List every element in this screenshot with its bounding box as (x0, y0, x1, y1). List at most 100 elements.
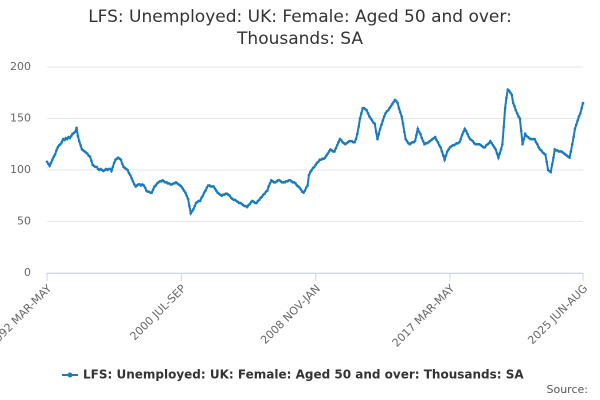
data-point (394, 99, 398, 103)
source: Source: (547, 383, 589, 396)
data-point (255, 201, 258, 205)
data-point (373, 122, 377, 125)
chart-title: LFS: Unemployed: UK: Female: Aged 50 and… (88, 7, 512, 49)
data-point (339, 138, 343, 142)
legend-marker (67, 372, 73, 378)
data-point (75, 126, 78, 130)
data-point (77, 139, 81, 143)
data-point (570, 142, 574, 146)
data-point (491, 143, 495, 147)
data-point (405, 139, 409, 143)
data-point (120, 162, 124, 166)
data-point (45, 160, 49, 164)
data-point (308, 170, 312, 174)
data-point (111, 165, 115, 169)
data-point (522, 137, 526, 141)
data-point (51, 158, 54, 161)
data-point (337, 140, 340, 144)
y-tick-label: 100 (10, 163, 31, 176)
data-point (495, 152, 499, 155)
data-point (90, 159, 93, 163)
data-point (510, 93, 514, 97)
data-point (568, 156, 571, 159)
data-point (386, 108, 390, 112)
data-point (52, 155, 56, 158)
data-point (503, 106, 507, 110)
data-point (433, 135, 437, 139)
data-point (353, 140, 356, 144)
data-point (511, 101, 515, 105)
data-point (182, 189, 186, 192)
data-point (514, 108, 518, 112)
data-point (150, 191, 154, 194)
data-point (263, 192, 266, 195)
data-point (497, 156, 500, 159)
data-point (533, 137, 536, 141)
x-tick-label: 2025 JUN-AUG (525, 282, 590, 347)
data-point (576, 119, 579, 122)
data-point (260, 195, 264, 199)
x-tick-label: 1992 MAR-MAY (0, 282, 54, 350)
data-point (513, 104, 516, 108)
data-point (517, 115, 520, 118)
data-point (447, 148, 450, 151)
data-point (133, 183, 136, 186)
data-point (458, 140, 461, 144)
data-point (127, 171, 131, 175)
data-point (413, 139, 417, 143)
data-point (581, 101, 585, 105)
data-point (189, 211, 193, 215)
data-point (446, 150, 449, 153)
data-point (192, 207, 195, 211)
data-point (577, 115, 581, 118)
data-point (190, 209, 194, 213)
data-point (266, 189, 269, 192)
data-point (572, 135, 575, 139)
x-tick-label: 2000 JUL-SEP (128, 282, 189, 343)
data-point (47, 162, 50, 166)
data-point (48, 164, 51, 168)
data-point (73, 130, 77, 134)
data-point (400, 115, 403, 118)
data-point (68, 136, 72, 140)
x-tick-label: 2017 MAR-MAY (390, 282, 458, 350)
data-point (310, 168, 313, 172)
x-tick-label: 2008 NOV-JAN (258, 282, 323, 347)
data-point (108, 167, 112, 171)
data-point (493, 146, 496, 149)
data-point (257, 198, 261, 202)
data-point (552, 156, 555, 159)
data-point (501, 142, 504, 146)
data-point (487, 141, 491, 145)
data-point (397, 106, 401, 110)
data-point (439, 146, 442, 149)
data-point (437, 143, 441, 147)
data-point (180, 185, 183, 188)
data-point (489, 139, 492, 143)
data-point (268, 182, 272, 185)
y-tick-label: 150 (10, 112, 31, 125)
data-point (380, 123, 383, 126)
data-point (415, 133, 418, 137)
data-point (441, 154, 445, 157)
data-point (366, 112, 370, 115)
data-point (201, 194, 205, 198)
legend-label: LFS: Unemployed: UK: Female: Aged 50 and… (83, 368, 524, 382)
data-point (181, 187, 184, 190)
data-point (128, 173, 132, 177)
data-point (214, 189, 218, 192)
data-point (327, 150, 331, 153)
data-point (471, 139, 475, 143)
data-point (356, 132, 359, 136)
data-point (86, 152, 89, 155)
data-point (245, 205, 249, 209)
data-point (378, 127, 382, 131)
data-point (420, 136, 424, 140)
data-point (569, 150, 573, 153)
data-point (248, 202, 252, 206)
data-point (55, 149, 58, 152)
data-point (417, 130, 421, 134)
data-point (518, 117, 522, 120)
